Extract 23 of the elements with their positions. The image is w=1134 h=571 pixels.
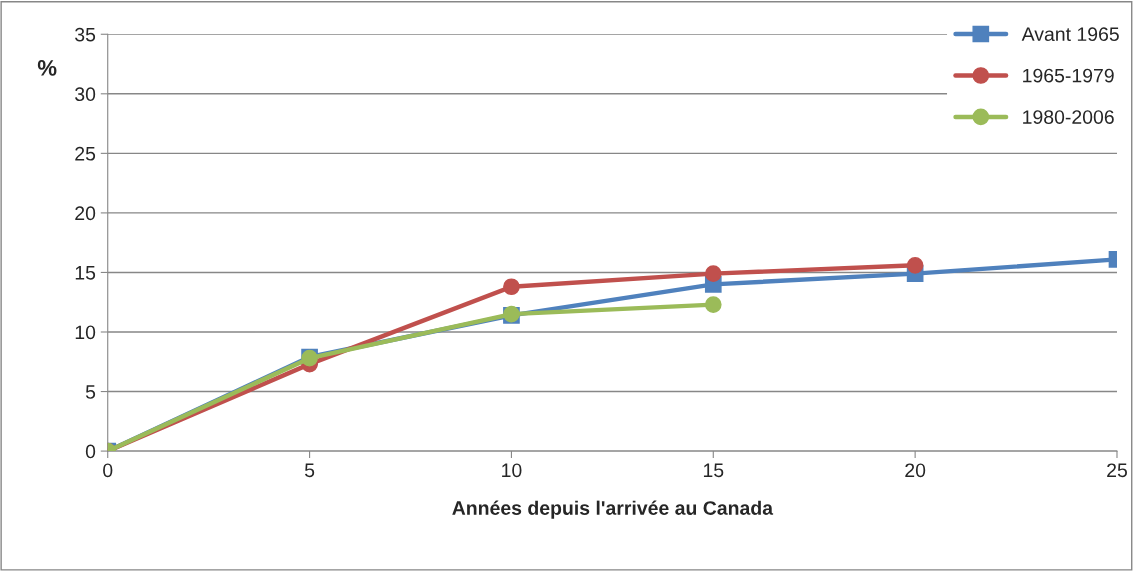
point [503,278,520,296]
legend-label: Avant 1965 [1021,27,1119,42]
x-tick-label: 15 [703,463,724,478]
y-tick-label: 15 [75,266,96,280]
x-tick-label: 5 [304,463,315,478]
y-tick-label: 35 [75,27,96,42]
legend-label: 1980-2006 [1023,110,1114,124]
point [906,256,924,274]
point [704,296,722,313]
point [704,265,722,282]
x-tick-label: 10 [502,463,522,478]
y-tick-label: 30 [75,87,96,102]
y-axis-title: % [37,60,57,76]
x-axis-title: Années depuis l'arrivée au Canada [452,500,774,519]
x-tick-label: 20 [905,463,926,478]
y-tick-label: 20 [75,206,96,221]
x-tick-label: 25 [1107,463,1127,478]
y-tick-label: 25 [75,146,96,161]
x-tick-label: 0 [103,463,113,478]
y-tick-label: 0 [85,444,96,459]
y-tick-label: 5 [85,385,96,399]
y-tick-label: 10 [75,325,96,340]
legend-label: 1965-1979 [1023,68,1114,83]
